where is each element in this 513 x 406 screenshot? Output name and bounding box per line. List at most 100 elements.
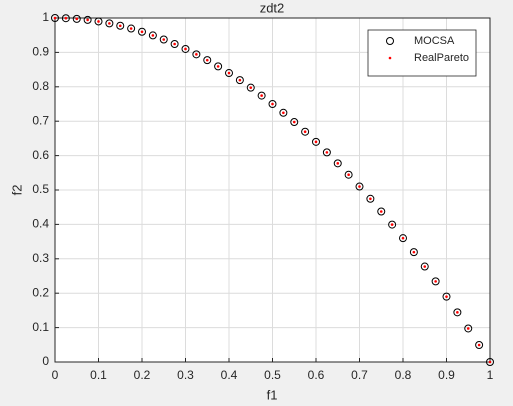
x-tick-label: 0.2 [134,368,151,382]
legend-marker [386,37,394,45]
point [423,265,427,268]
point [282,111,285,115]
point [279,108,288,117]
point [148,31,157,40]
y-tick-label: 0.1 [32,320,49,334]
point [390,223,394,226]
point [442,292,451,301]
x-tick-label: 0 [52,368,59,382]
y-tick-label: 0.9 [32,45,49,59]
point [235,76,244,85]
point [464,324,473,333]
point [227,71,231,75]
point [477,343,481,347]
point [195,53,198,56]
point [225,69,233,78]
point [322,148,331,157]
point [170,40,179,49]
point [51,14,59,22]
point [249,86,253,89]
point [173,42,176,46]
y-tick-label: 0.2 [32,285,49,299]
point [453,308,462,317]
point [486,358,494,366]
point [399,234,407,243]
point [64,16,68,20]
point [290,118,299,127]
x-tick-label: 0.4 [221,368,238,382]
point [431,277,440,286]
point [184,47,187,51]
point [271,102,274,106]
point [140,30,144,34]
point [260,94,263,97]
point [97,20,100,23]
point [257,91,266,100]
point [412,250,416,254]
point [409,248,418,257]
point [72,14,81,23]
axes-box [54,17,491,363]
point [312,137,320,146]
point [118,24,122,28]
y-tick-label: 0.6 [32,148,49,162]
point [358,185,361,188]
y-axis-label: f2 [9,185,24,196]
point [238,78,242,82]
point [336,162,340,165]
point [456,311,459,314]
point [129,27,133,30]
point [246,83,255,92]
point [138,27,146,36]
point [162,38,166,41]
point [203,56,212,65]
point [108,22,111,25]
x-tick-label: 0.6 [308,368,325,382]
point [216,65,220,68]
point [192,50,201,59]
point [475,341,484,350]
point [445,295,448,298]
point [105,19,114,28]
y-tick-label: 1 [42,10,49,24]
point [379,210,383,213]
y-tick-label: 0.3 [32,251,49,265]
point [377,207,386,216]
point [86,18,89,22]
point [127,24,136,33]
legend-label: MOCSA [414,35,455,47]
point [401,236,405,240]
point [434,280,437,283]
point [116,21,125,30]
x-axis-label: f1 [267,387,278,402]
point [159,35,168,44]
point [303,130,307,134]
point [333,159,342,168]
point [94,17,103,26]
x-tick-label: 0.3 [177,368,194,382]
y-tick-label: 0.4 [32,217,49,231]
point [268,100,277,108]
point [301,127,310,136]
point [314,140,318,144]
point [83,15,92,24]
point [325,151,329,154]
point [214,62,223,71]
point [344,170,353,179]
y-tick-label: 0.5 [32,182,49,196]
x-tick-label: 0.9 [438,368,455,382]
point [369,197,372,201]
legend-box [367,29,477,77]
point [61,14,70,23]
y-tick-label: 0.8 [32,79,49,93]
point [292,120,296,124]
x-tick-label: 0.7 [351,368,368,382]
point [420,262,429,271]
x-tick-label: 0.5 [264,368,281,382]
chart-title: zdt2 [260,0,285,15]
point [151,34,155,37]
legend-marker [388,56,392,60]
x-tick-label: 0.8 [395,368,412,382]
x-tick-label: 0.1 [90,368,107,382]
